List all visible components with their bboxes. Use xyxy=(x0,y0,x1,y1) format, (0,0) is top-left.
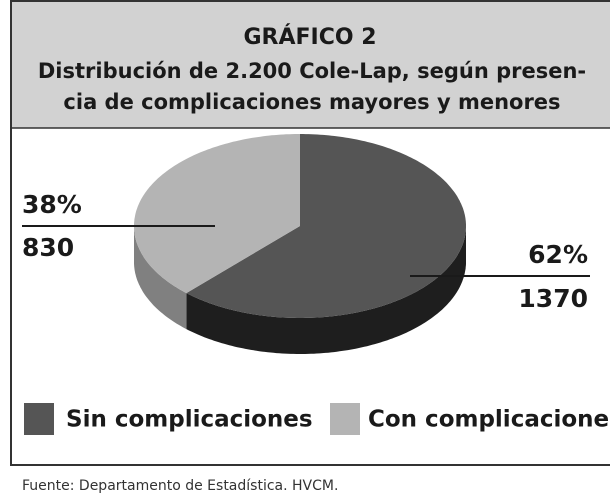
source-note: Fuente: Departamento de Estadística. HVC… xyxy=(22,478,338,494)
legend-swatch xyxy=(24,403,54,435)
slice xyxy=(134,134,300,294)
data-label: 38% xyxy=(22,190,82,219)
chart-subtitle: cia de complicaciones mayores y menores xyxy=(63,90,560,114)
chart-subtitle: Distribución de 2.200 Cole-Lap, según pr… xyxy=(38,59,586,83)
count-label: 1370 xyxy=(518,284,588,313)
slice xyxy=(186,134,466,318)
header-band xyxy=(10,0,610,128)
count-label: 830 xyxy=(22,233,74,262)
legend-label: Con complicaciones xyxy=(368,407,610,433)
data-label: 62% xyxy=(528,240,588,269)
legend-label: Sin complicaciones xyxy=(66,407,313,433)
slice-side xyxy=(134,226,187,330)
pie xyxy=(134,134,466,354)
chart-title: GRÁFICO 2 xyxy=(243,24,376,50)
legend-swatch xyxy=(330,403,360,435)
slice-side xyxy=(186,226,466,354)
